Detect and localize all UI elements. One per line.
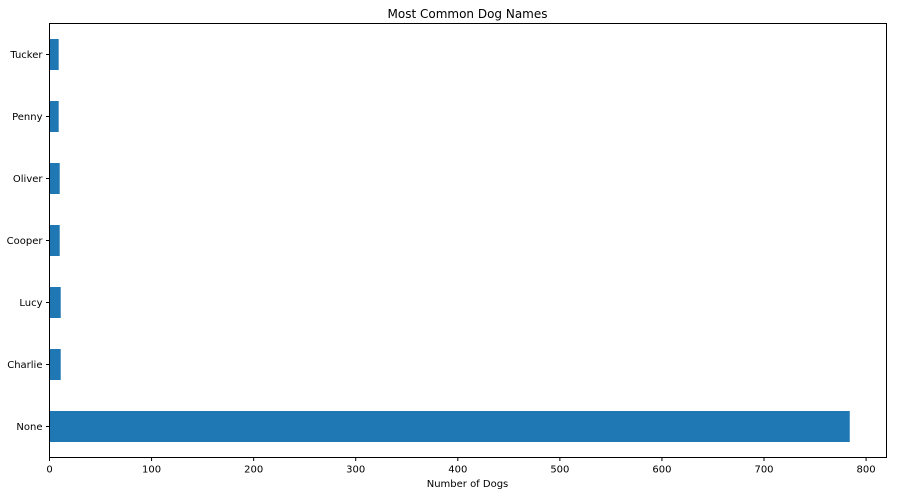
y-tick-label: Cooper <box>7 236 44 247</box>
y-tick-label: Penny <box>12 112 43 123</box>
y-axis: None Charlie Lucy Cooper Oliver Penny Tucker <box>7 50 50 433</box>
y-tick-label: Lucy <box>19 298 42 309</box>
bar-penny <box>49 101 59 132</box>
x-tick-label: 0 <box>46 465 52 476</box>
bar-charlie <box>49 349 61 380</box>
x-axis-label: Number of Dogs <box>427 479 509 490</box>
plot-frame <box>49 23 887 458</box>
y-tick-label: None <box>16 422 42 433</box>
y-tick-label: Charlie <box>7 360 42 371</box>
x-tick-label: 800 <box>857 465 876 476</box>
x-tick-label: 500 <box>550 465 569 476</box>
y-tick-label: Oliver <box>13 174 43 185</box>
chart-title: Most Common Dog Names <box>388 7 548 21</box>
bar-tucker <box>49 39 59 70</box>
bars-layer <box>49 39 850 442</box>
x-tick-label: 100 <box>142 465 161 476</box>
bar-oliver <box>49 163 60 194</box>
x-axis: 0 100 200 300 400 500 600 700 800 <box>46 457 876 476</box>
bar-cooper <box>49 225 60 256</box>
bar-none <box>49 411 850 442</box>
y-tick-label: Tucker <box>9 50 43 61</box>
x-tick-label: 300 <box>346 465 365 476</box>
bar-lucy <box>49 287 61 318</box>
x-tick-label: 700 <box>754 465 773 476</box>
x-tick-label: 600 <box>652 465 671 476</box>
x-tick-label: 200 <box>244 465 263 476</box>
x-tick-label: 400 <box>448 465 467 476</box>
